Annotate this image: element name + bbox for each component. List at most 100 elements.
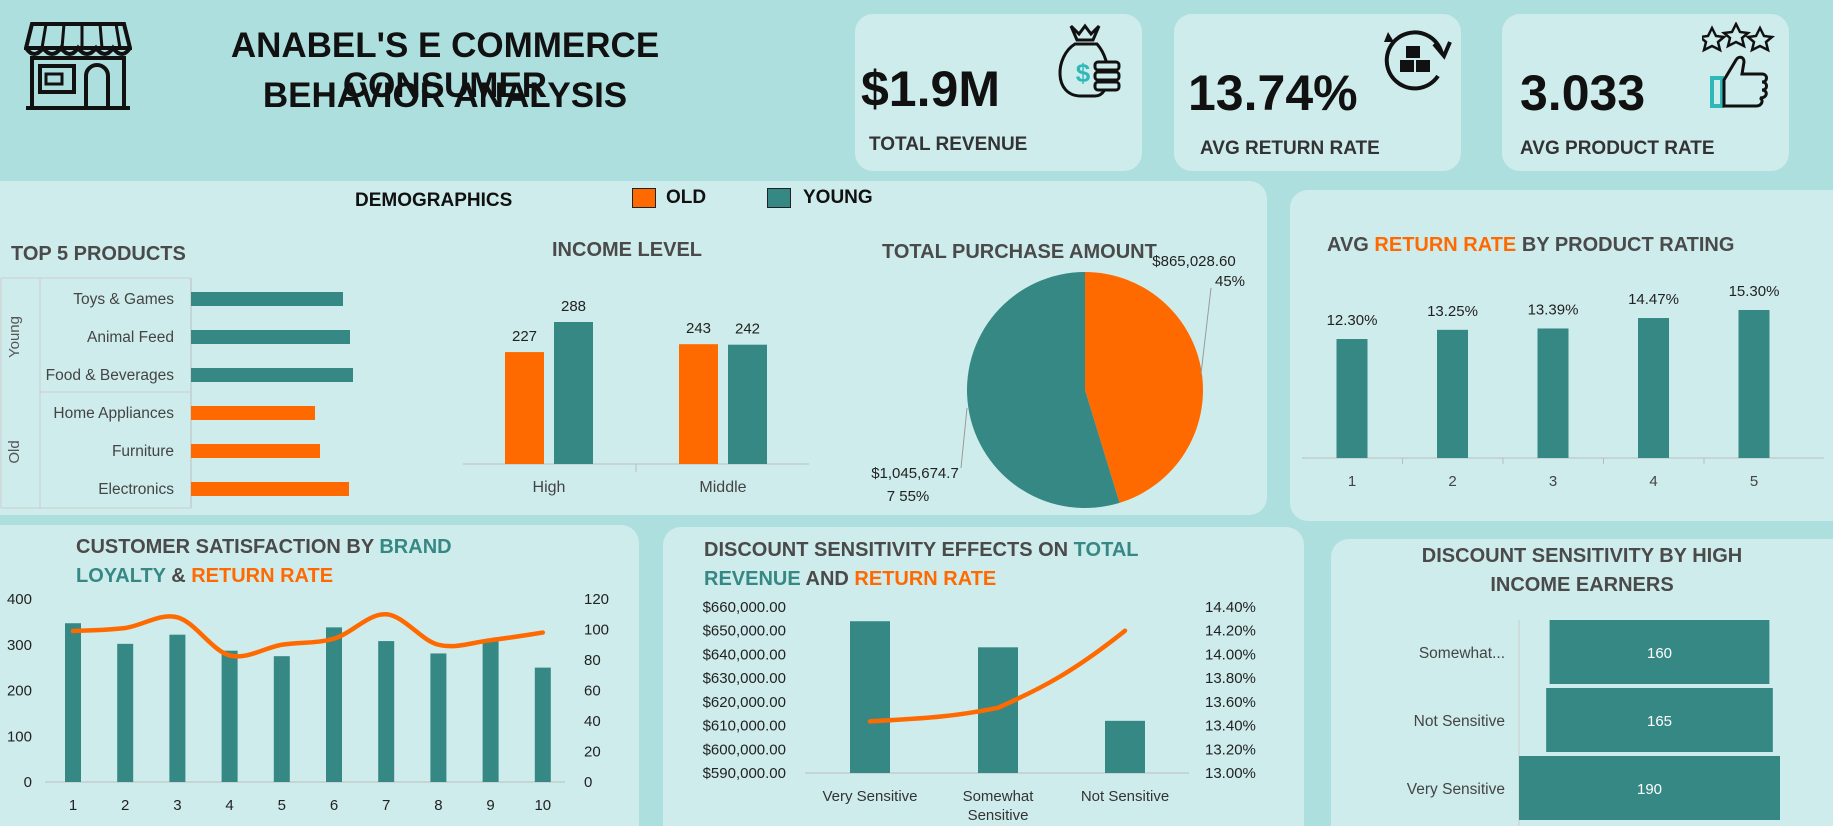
category-label: Electronics bbox=[98, 481, 174, 498]
bar-rating-1 bbox=[1336, 339, 1368, 458]
data-label: 190 bbox=[1637, 781, 1662, 798]
data-label: 13.39% bbox=[1528, 301, 1579, 318]
bar-rating-3 bbox=[1537, 328, 1569, 458]
data-label: 288 bbox=[561, 298, 586, 315]
bar-food-beverages bbox=[191, 368, 353, 382]
y-tick-right: 13.40% bbox=[1205, 718, 1256, 735]
category-label: 4 bbox=[225, 797, 233, 814]
top-products-chart: Toys & Games Animal Feed Food & Beverages H… bbox=[0, 277, 353, 509]
category-label: 1 bbox=[1348, 473, 1356, 490]
income-title: INCOME LEVEL bbox=[552, 239, 703, 261]
kpi-card-total-revenue: $1.9M TOTAL REVENUE $ bbox=[855, 14, 1142, 171]
bar-somewhat- bbox=[1549, 620, 1770, 684]
legend-swatch-young bbox=[767, 188, 791, 208]
slice-pct-label: 7 55% bbox=[887, 488, 930, 505]
svg-text:$: $ bbox=[1076, 58, 1091, 88]
return-by-rating-title: AVG RETURN RATE BY PRODUCT RATING bbox=[1327, 234, 1735, 256]
category-label: Not Sensitive bbox=[1081, 788, 1169, 805]
y-tick-right: 13.00% bbox=[1205, 765, 1256, 782]
category-label: 2 bbox=[1448, 473, 1456, 490]
bar-rating-4 bbox=[1638, 318, 1669, 458]
legend-swatch-old bbox=[632, 188, 656, 208]
bar-4 bbox=[221, 650, 238, 782]
purchase-pie-chart: $865,028.60 45% $1,045,674.7 7 55% bbox=[871, 253, 1245, 508]
demographics-title: DEMOGRAPHICS bbox=[355, 190, 513, 211]
legend-young: YOUNG bbox=[767, 187, 873, 209]
discount-high-income-title-line1: DISCOUNT SENSITIVITY BY HIGH bbox=[1421, 545, 1743, 567]
bar-animal-feed bbox=[191, 330, 350, 344]
bar-8 bbox=[430, 653, 447, 782]
kpi-value: 13.74% bbox=[1188, 65, 1358, 121]
bar-7 bbox=[378, 641, 395, 782]
category-label: Animal Feed bbox=[87, 329, 174, 346]
page-title-line2: BEHAVIOR ANALYSIS bbox=[262, 76, 628, 115]
satisfaction-panel bbox=[0, 525, 639, 826]
kpi-card-avg-product-rate: 3.033 AVG PRODUCT RATE bbox=[1502, 14, 1789, 171]
y-tick-right: 120 bbox=[584, 591, 609, 608]
kpi-value: $1.9M bbox=[861, 61, 1000, 117]
category-label: 5 bbox=[1750, 473, 1758, 490]
discount-high-income-chart: 160 Somewhat... 165 Not Sensitive 190 Very Se… bbox=[1407, 620, 1780, 826]
category-label: 6 bbox=[330, 797, 338, 814]
slice-value-label: $1,045,674.7 bbox=[871, 465, 959, 482]
y-tick-right: 14.00% bbox=[1205, 646, 1256, 663]
bar-6 bbox=[326, 627, 342, 782]
data-label: 12.30% bbox=[1327, 312, 1378, 329]
money-bag-icon: $ bbox=[1058, 23, 1121, 98]
y-tick-left: 200 bbox=[7, 683, 32, 700]
y-tick-left: 300 bbox=[7, 637, 32, 654]
bar-very-sensitive bbox=[1519, 756, 1780, 820]
category-label: 8 bbox=[434, 797, 442, 814]
leader-line bbox=[1200, 287, 1212, 375]
data-label: 243 bbox=[686, 320, 711, 337]
category-label: 5 bbox=[278, 797, 286, 814]
return-boxes-icon bbox=[1384, 30, 1452, 91]
thumbs-up-stars-icon bbox=[1702, 22, 1776, 108]
data-label: 15.30% bbox=[1729, 283, 1780, 300]
purchase-title: TOTAL PURCHASE AMOUNT bbox=[882, 241, 1157, 263]
category-label: 2 bbox=[121, 797, 129, 814]
y-tick-left: $630,000.00 bbox=[703, 670, 786, 687]
kpi-label: TOTAL REVENUE bbox=[869, 134, 1028, 155]
y-tick-right: 80 bbox=[584, 652, 601, 669]
bar-rating-5 bbox=[1738, 310, 1770, 458]
data-label: 13.25% bbox=[1427, 303, 1478, 320]
bar-5 bbox=[273, 656, 290, 782]
category-label: High bbox=[533, 479, 566, 496]
data-label: 227 bbox=[512, 328, 537, 345]
group-label-old: Old bbox=[6, 440, 23, 463]
bar-not-sensitive bbox=[1105, 720, 1145, 773]
y-tick-right: 13.60% bbox=[1205, 694, 1256, 711]
category-label: Sensitive bbox=[968, 807, 1029, 824]
discount-effects-title: DISCOUNT SENSITIVITY EFFECTS ON TOTAL RE… bbox=[704, 539, 1139, 590]
data-label: 160 bbox=[1647, 645, 1672, 662]
category-label: Very Sensitive bbox=[1407, 781, 1505, 798]
data-label: 165 bbox=[1647, 713, 1672, 730]
y-tick-left: 0 bbox=[24, 774, 32, 791]
category-label: Middle bbox=[699, 479, 746, 496]
y-tick-right: 40 bbox=[584, 713, 601, 730]
legend-label-old: OLD bbox=[666, 187, 707, 208]
category-label: Not Sensitive bbox=[1414, 713, 1505, 730]
bar-home-appliances bbox=[191, 406, 315, 420]
bar-rating-2 bbox=[1437, 329, 1468, 458]
satisfaction-title: CUSTOMER SATISFACTION BY BRAND LOYALTY &… bbox=[76, 536, 452, 587]
category-label: 3 bbox=[173, 797, 181, 814]
category-label: Somewhat bbox=[963, 788, 1035, 805]
bar-toys-games bbox=[191, 292, 343, 306]
group-label-young: Young bbox=[6, 316, 23, 358]
return-by-rating-chart: 12.30% 1 13.25% 2 13.39% 3 14.47% 4 15.30% 5 bbox=[1302, 283, 1824, 490]
bar-very-sensitive bbox=[850, 621, 890, 773]
income-chart: 227 288 High 243 242 Middle bbox=[463, 298, 809, 496]
y-tick-right: 13.80% bbox=[1205, 670, 1256, 687]
slice-value-label: $865,028.60 bbox=[1152, 253, 1235, 270]
y-tick-right: 0 bbox=[584, 774, 592, 791]
top-products-title: TOP 5 PRODUCTS bbox=[11, 243, 186, 265]
category-label: 7 bbox=[382, 797, 390, 814]
bar-middle-old bbox=[679, 344, 718, 464]
bar-not-sensitive bbox=[1546, 688, 1773, 752]
category-label: 10 bbox=[534, 797, 551, 814]
y-tick-left: $600,000.00 bbox=[703, 741, 786, 758]
y-tick-left: 400 bbox=[7, 591, 32, 608]
y-tick-left: $590,000.00 bbox=[703, 765, 786, 782]
